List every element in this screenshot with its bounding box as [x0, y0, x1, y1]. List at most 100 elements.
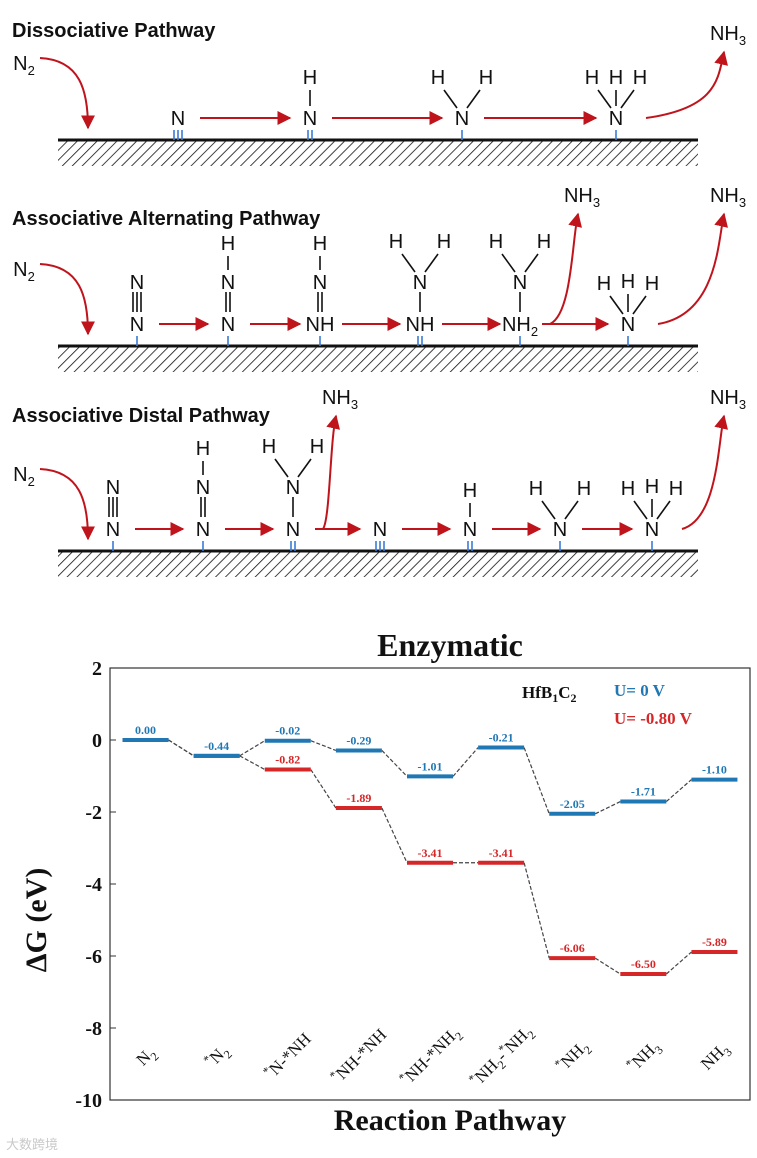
- y-tick-label: -2: [85, 802, 102, 824]
- level-connector: [239, 755, 266, 771]
- n-atom: N: [463, 519, 477, 541]
- level-connector: [594, 957, 621, 975]
- energy-profile-chart: Enzymatic ΔG (eV) Reaction Pathway 2 0 -2 -…: [20, 627, 751, 1137]
- n-h-bond: [443, 89, 458, 109]
- category-label: *N-*NH: [260, 1028, 315, 1083]
- n-atom: N: [621, 314, 635, 336]
- n-h-bond: [524, 253, 539, 273]
- n-atom: N: [286, 477, 300, 499]
- adsorbed-species: NH: [463, 480, 477, 551]
- x-axis-label: Reaction Pathway: [334, 1104, 566, 1137]
- adsorbed-species: NN: [106, 477, 120, 551]
- level-connector: [381, 807, 408, 864]
- chart-title: Enzymatic: [377, 627, 523, 663]
- n-h-bond: [597, 89, 612, 109]
- h-atom: H: [621, 478, 635, 500]
- n-atom: NH2: [502, 314, 538, 339]
- n-h-bond: [633, 500, 648, 520]
- adsorbed-species: NH H H: [597, 271, 659, 346]
- n-atom: NH: [406, 314, 435, 336]
- n-atom: N: [513, 272, 527, 294]
- n-h-bond: [297, 458, 312, 478]
- adsorbed-species: NH H: [529, 478, 591, 551]
- h-atom: H: [313, 233, 327, 255]
- adsorbed-species: NH H H: [585, 67, 647, 140]
- category-label: *NH3: [622, 1035, 666, 1079]
- category-label: NH3: [697, 1039, 735, 1077]
- nh3-product-label: NH3: [564, 185, 600, 210]
- n-atom: N: [130, 314, 144, 336]
- n-atom: N: [413, 272, 427, 294]
- energy-value-label: 0.00: [135, 723, 156, 737]
- n-h-bond: [424, 253, 439, 273]
- adsorbed-species: N: [171, 108, 185, 140]
- level-connector: [452, 747, 479, 777]
- adsorption-arrow: [39, 263, 95, 336]
- n-atom: N: [171, 108, 185, 130]
- level-connector: [665, 779, 692, 803]
- nh3-product-label: NH3: [710, 185, 746, 210]
- h-atom: H: [431, 67, 445, 89]
- n-atom: N: [645, 519, 659, 541]
- adsorbed-species: NH: [303, 67, 317, 140]
- n-h-bond: [609, 295, 624, 315]
- n-atom: N: [303, 108, 317, 130]
- n-h-bond: [274, 458, 289, 478]
- h-atom: H: [633, 67, 647, 89]
- nh3-product-label: NH3: [710, 23, 746, 48]
- category-label: N2: [132, 1043, 161, 1072]
- n-atom: N: [373, 519, 387, 541]
- n-atom: N: [313, 272, 327, 294]
- h-atom: H: [585, 67, 599, 89]
- n2-reactant-label: N2: [13, 259, 35, 284]
- desorption-arrow: [645, 50, 728, 119]
- h-atom: H: [303, 67, 317, 89]
- n-atom: N: [553, 519, 567, 541]
- adsorbed-species: N: [373, 519, 387, 551]
- h-atom: H: [669, 478, 683, 500]
- h-atom: H: [529, 478, 543, 500]
- energy-value-label: -1.71: [631, 785, 656, 799]
- y-tick-label: -4: [85, 874, 102, 896]
- h-atom: H: [262, 436, 276, 458]
- legend-series-1: U= -0.80 V: [614, 709, 693, 728]
- h-atom: H: [537, 231, 551, 253]
- energy-value-label: -1.01: [418, 759, 443, 773]
- category-label: *NH-*NH: [326, 1023, 390, 1087]
- h-atom: H: [479, 67, 493, 89]
- category-label: *NH2-*NH2: [465, 1020, 538, 1093]
- nh3-product-label: NH3: [710, 387, 746, 412]
- adsorbed-species: NNH: [196, 438, 210, 551]
- y-axis-label: ΔG (eV): [20, 868, 53, 973]
- n-h-bond: [466, 89, 481, 109]
- h-atom: H: [310, 436, 324, 458]
- adsorbed-species: NNH: [221, 233, 235, 346]
- n-h-bond: [541, 500, 556, 520]
- n-atom: N: [221, 272, 235, 294]
- energy-value-label: -0.29: [346, 733, 371, 747]
- desorption-arrow: [549, 212, 582, 325]
- n-atom: N: [196, 477, 210, 499]
- h-atom: H: [196, 438, 210, 460]
- catalyst-surface: [58, 551, 698, 577]
- energy-value-label: -0.02: [275, 724, 300, 738]
- n-h-bond: [620, 89, 635, 109]
- adsorbed-species: NH H: [431, 67, 493, 140]
- energy-value-label: -5.89: [702, 935, 727, 949]
- h-atom: H: [609, 67, 623, 89]
- adsorbed-species: NNH H: [262, 436, 324, 551]
- n-atom: N: [221, 314, 235, 336]
- category-label: *N2: [200, 1039, 235, 1074]
- plot-frame: [109, 667, 751, 1101]
- n-h-bond: [632, 295, 647, 315]
- level-connector: [523, 747, 550, 815]
- energy-value-label: -1.89: [346, 791, 371, 805]
- n-h-bond: [564, 500, 579, 520]
- n2-reactant-label: N2: [13, 53, 35, 78]
- adsorption-arrow: [39, 57, 95, 130]
- level-connector: [310, 740, 337, 751]
- level-connector: [665, 951, 692, 975]
- level-connector: [239, 740, 266, 757]
